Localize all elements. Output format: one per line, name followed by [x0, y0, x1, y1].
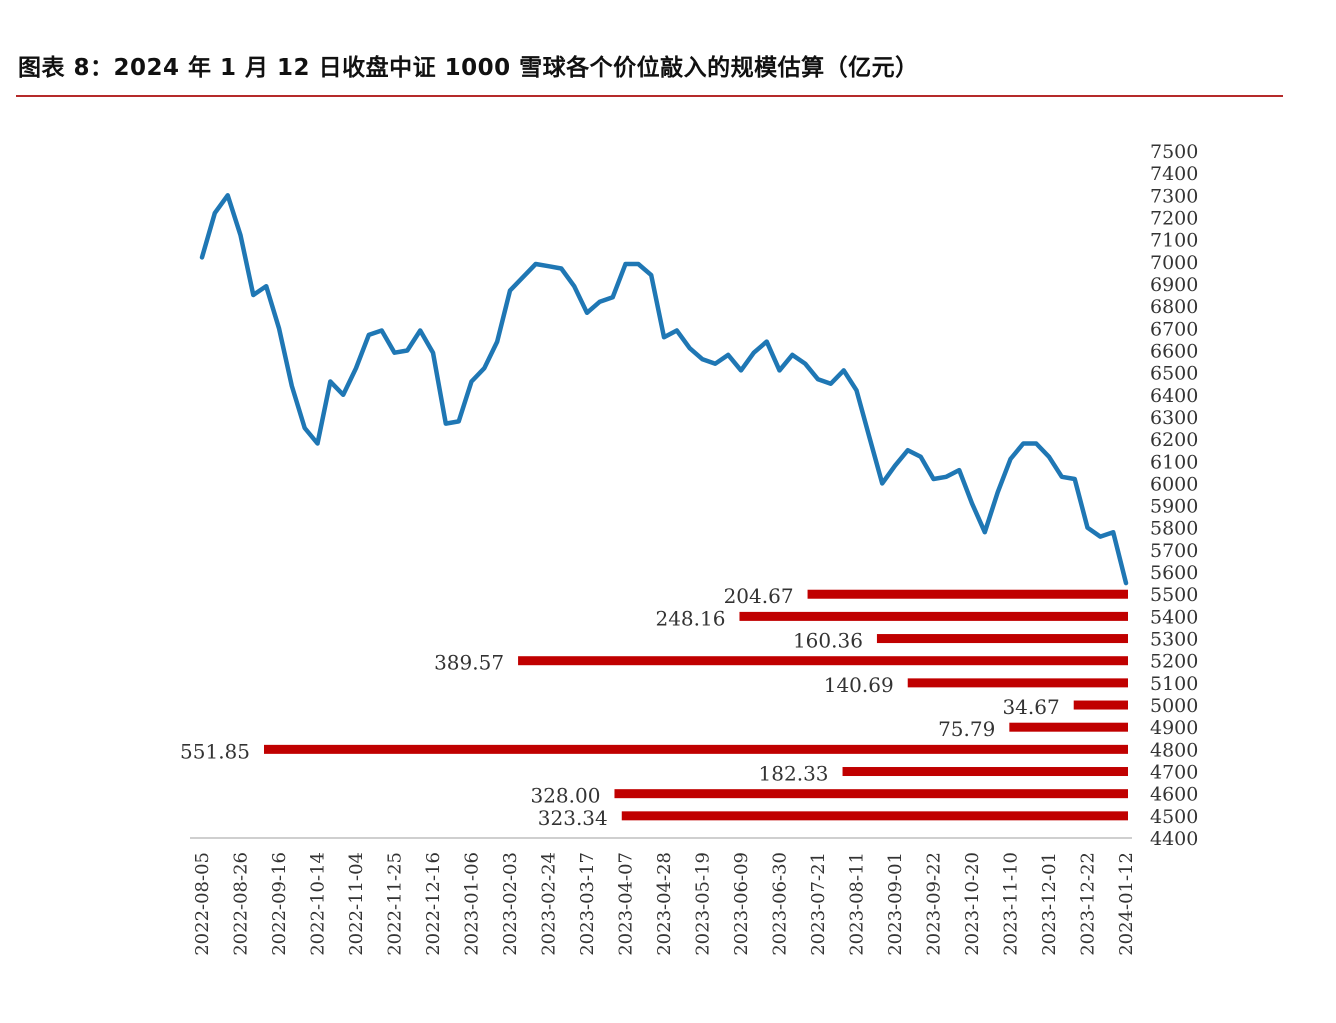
x-tick-label: 2023-09-01	[885, 852, 906, 956]
knock-in-bar	[614, 789, 1128, 799]
y-tick-label: 6800	[1150, 296, 1198, 318]
bar-value-label: 204.67	[724, 584, 794, 608]
x-tick-label: 2023-04-28	[654, 852, 675, 956]
y-tick-label: 5500	[1150, 584, 1198, 606]
y-tick-label: 6300	[1150, 407, 1198, 429]
y-tick-label: 6700	[1150, 318, 1198, 340]
x-tick-label: 2023-10-20	[962, 852, 983, 956]
knock-in-bar	[876, 634, 1128, 644]
knock-in-bar	[1009, 722, 1128, 732]
y-tick-label: 4600	[1150, 784, 1198, 806]
x-tick-label: 2023-05-19	[693, 852, 714, 956]
knock-in-bar	[842, 767, 1128, 777]
bar-value-label: 323.34	[538, 806, 608, 830]
y-tick-label: 6200	[1150, 429, 1198, 451]
x-tick-label: 2023-02-03	[500, 852, 521, 956]
y-tick-label: 7100	[1150, 230, 1198, 252]
y-tick-label: 5400	[1150, 606, 1198, 628]
x-tick-label: 2022-11-04	[346, 852, 367, 956]
x-tick-label: 2023-11-10	[1001, 852, 1022, 956]
x-tick-label: 2022-12-16	[423, 852, 444, 956]
x-tick-label: 2023-06-09	[731, 852, 752, 956]
y-tick-label: 5900	[1150, 496, 1198, 518]
x-tick-label: 2023-02-24	[539, 852, 560, 956]
x-tick-label: 2023-01-06	[462, 852, 483, 956]
y-tick-label: 5700	[1150, 540, 1198, 562]
y-tick-label: 6500	[1150, 363, 1198, 385]
knock-in-bar	[807, 589, 1128, 599]
y-tick-label: 4400	[1150, 828, 1198, 850]
y-tick-label: 5300	[1150, 629, 1198, 651]
title-underline	[16, 95, 1283, 97]
y-axis-ticks: 7500740073007200710070006900680067006600…	[1150, 141, 1198, 850]
x-axis-ticks: 2022-08-05 2022-08-26 2022-09-16 2022-10-14…	[192, 852, 1137, 956]
bar-value-label: 328.00	[530, 784, 600, 808]
bar-value-label: 75.79	[938, 717, 995, 741]
y-tick-label: 5800	[1150, 518, 1198, 540]
bar-value-label: 34.67	[1002, 695, 1059, 719]
y-tick-label: 5600	[1150, 562, 1198, 584]
knock-in-bars	[264, 589, 1128, 821]
knock-in-bar	[739, 611, 1128, 621]
x-tick-label: 2022-09-16	[269, 852, 290, 956]
y-tick-label: 7000	[1150, 252, 1198, 274]
bar-value-label: 248.16	[655, 606, 725, 630]
x-tick-label: 2022-11-25	[385, 852, 406, 956]
price-line	[199, 193, 1129, 586]
bar-value-label: 160.36	[793, 629, 863, 653]
x-tick-label: 2023-12-22	[1078, 852, 1099, 956]
x-tick-label: 2023-03-17	[577, 852, 598, 956]
y-tick-label: 7400	[1150, 163, 1198, 185]
y-tick-label: 7500	[1150, 141, 1198, 163]
y-tick-label: 5200	[1150, 651, 1198, 673]
y-tick-label: 6400	[1150, 385, 1198, 407]
x-tick-label: 2023-09-22	[924, 852, 945, 956]
knock-in-bar	[621, 811, 1128, 821]
x-tick-label: 2023-12-01	[1039, 852, 1060, 956]
y-tick-label: 7200	[1150, 207, 1198, 229]
x-tick-label: 2023-08-11	[847, 852, 868, 956]
x-tick-label: 2022-08-26	[231, 852, 252, 956]
y-tick-label: 5100	[1150, 673, 1198, 695]
y-tick-label: 4900	[1150, 717, 1198, 739]
x-tick-label: 2024-01-12	[1116, 852, 1137, 956]
y-tick-label: 6100	[1150, 451, 1198, 473]
bar-value-label: 140.69	[824, 673, 894, 697]
y-tick-label: 7300	[1150, 185, 1198, 207]
knock-in-bar	[518, 656, 1128, 666]
knock-in-bar	[907, 678, 1128, 688]
x-tick-label: 2022-10-14	[308, 852, 329, 956]
x-tick-label: 2023-04-07	[616, 852, 637, 956]
chart-title: 图表 8：2024 年 1 月 12 日收盘中证 1000 雪球各个价位敲入的规…	[18, 55, 919, 81]
y-tick-label: 4800	[1150, 739, 1198, 761]
y-tick-label: 6000	[1150, 473, 1198, 495]
y-tick-label: 4700	[1150, 762, 1198, 784]
bar-value-label: 182.33	[759, 762, 829, 786]
x-tick-label: 2023-06-30	[770, 852, 791, 956]
y-tick-label: 6600	[1150, 340, 1198, 362]
bar-value-label: 551.85	[180, 739, 250, 763]
y-tick-label: 6900	[1150, 274, 1198, 296]
x-tick-label: 2022-08-05	[192, 852, 213, 956]
y-tick-label: 5000	[1150, 695, 1198, 717]
bar-value-label: 389.57	[434, 651, 504, 675]
knock-in-bar	[1073, 700, 1128, 710]
x-tick-label: 2023-07-21	[808, 852, 829, 956]
knock-in-bar	[264, 744, 1128, 754]
y-tick-label: 4500	[1150, 806, 1198, 828]
